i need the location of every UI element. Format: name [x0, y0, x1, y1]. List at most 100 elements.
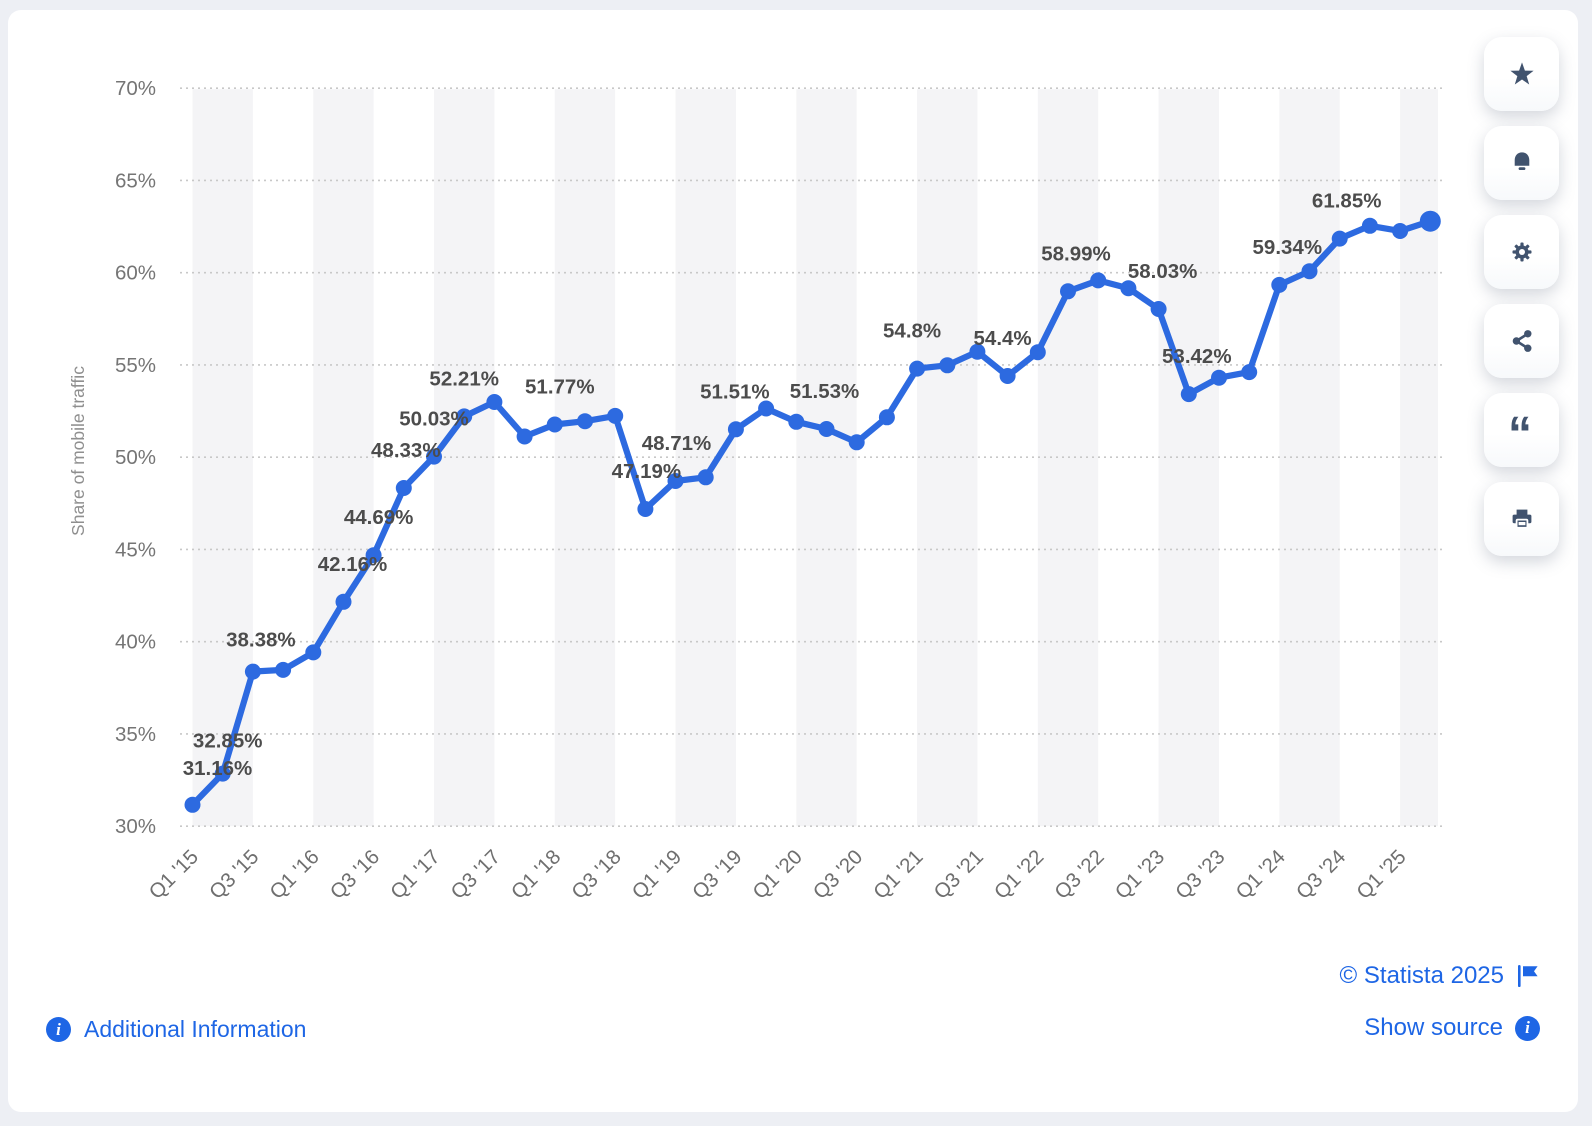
cite-button[interactable]: “ — [1484, 393, 1559, 467]
data-label: 48.33% — [371, 439, 441, 462]
data-label: 58.99% — [1041, 242, 1111, 265]
data-point[interactable] — [546, 416, 563, 433]
data-point[interactable] — [1090, 272, 1107, 289]
data-point[interactable] — [275, 661, 292, 678]
x-tick-label: Q1 '15 — [145, 845, 204, 904]
data-point[interactable] — [305, 644, 322, 661]
x-tick-label: Q3 '21 — [929, 845, 988, 904]
x-tick-label: Q1 '21 — [869, 845, 928, 904]
x-tick-label: Q3 '15 — [205, 845, 264, 904]
data-point[interactable] — [909, 360, 926, 377]
data-point[interactable] — [697, 469, 714, 486]
data-label: 50.03% — [399, 408, 469, 431]
x-tick-label: Q1 '17 — [386, 845, 445, 904]
y-tick-label: 70% — [115, 77, 156, 100]
y-tick-label: 30% — [115, 815, 156, 838]
additional-information-link[interactable]: i Additional Information — [46, 1016, 306, 1043]
data-point[interactable] — [969, 343, 986, 360]
data-point[interactable] — [1241, 364, 1258, 381]
data-point[interactable] — [788, 413, 805, 430]
x-tick-label: Q3 '17 — [446, 845, 505, 904]
data-label: 32.85% — [193, 730, 263, 753]
data-point[interactable] — [516, 428, 533, 445]
data-label: 61.85% — [1312, 190, 1382, 213]
quote-icon: “ — [1508, 414, 1532, 446]
x-tick-label: Q3 '16 — [326, 845, 385, 904]
data-point[interactable] — [426, 448, 442, 465]
data-label: 59.34% — [1253, 236, 1323, 259]
printer-icon — [1512, 509, 1531, 529]
x-tick-label: Q3 '18 — [567, 845, 626, 904]
show-source-link[interactable]: Show source i — [1364, 1014, 1540, 1042]
print-button[interactable] — [1484, 482, 1559, 556]
data-point[interactable] — [1180, 386, 1197, 403]
data-point[interactable] — [758, 400, 775, 417]
data-label: 51.51% — [700, 380, 770, 403]
data-point[interactable] — [1419, 210, 1441, 232]
data-point[interactable] — [1301, 263, 1318, 280]
x-tick-label: Q3 '19 — [688, 845, 747, 904]
data-labels: 31.16% 32.85% 38.38% 42.16% 44.69% 48.33% 50.0… — [183, 190, 1382, 780]
statista-copyright[interactable]: © Statista 2025 — [1340, 962, 1539, 990]
svg-text:“: “ — [1508, 414, 1532, 446]
data-point[interactable] — [184, 796, 201, 813]
data-point[interactable] — [214, 765, 231, 782]
data-point[interactable] — [607, 407, 624, 424]
data-point[interactable] — [1361, 217, 1378, 234]
data-label: 31.16% — [183, 757, 253, 780]
favorite-button[interactable] — [1484, 37, 1559, 111]
data-point[interactable] — [637, 501, 654, 517]
share-button[interactable] — [1484, 304, 1559, 378]
data-point[interactable] — [1211, 369, 1227, 386]
data-label: 42.16% — [318, 553, 388, 576]
data-label: 52.21% — [429, 367, 499, 390]
y-tick-label: 55% — [115, 354, 156, 377]
y-tick-label: 50% — [115, 446, 156, 469]
data-point[interactable] — [727, 421, 744, 438]
y-tick-label: 40% — [115, 631, 156, 654]
x-tick-label: Q1 '20 — [748, 845, 807, 904]
data-point[interactable] — [878, 409, 895, 426]
data-point[interactable] — [1029, 344, 1046, 361]
x-tick-label: Q3 '23 — [1171, 845, 1230, 904]
data-label: 51.53% — [790, 380, 860, 403]
x-tick-label: Q1 '23 — [1111, 845, 1170, 904]
alerts-button[interactable] — [1484, 126, 1559, 200]
x-tick-label: Q1 '19 — [628, 845, 687, 904]
data-point[interactable] — [486, 394, 503, 410]
data-point[interactable] — [577, 413, 593, 430]
y-axis-title: Share of mobile traffic — [68, 366, 88, 536]
info-icon: i — [46, 1017, 71, 1042]
data-point[interactable] — [939, 357, 956, 374]
data-point[interactable] — [1120, 280, 1137, 297]
x-tick-label: Q1 '25 — [1352, 845, 1411, 904]
x-tick-label: Q1 '16 — [265, 845, 324, 904]
show-source-label: Show source — [1364, 1014, 1503, 1041]
settings-button[interactable] — [1484, 215, 1559, 289]
data-point[interactable] — [999, 368, 1016, 384]
data-point[interactable] — [818, 421, 835, 437]
data-label: 58.03% — [1128, 260, 1198, 283]
data-point[interactable] — [1271, 276, 1288, 293]
share-icon — [1512, 330, 1531, 352]
gear-icon — [1512, 242, 1531, 262]
data-point[interactable] — [1392, 223, 1409, 239]
y-tick-label: 35% — [115, 723, 156, 746]
data-label: 54.8% — [883, 320, 941, 343]
star-icon — [1509, 62, 1534, 85]
data-point[interactable] — [848, 434, 865, 451]
data-point[interactable] — [1150, 301, 1167, 317]
data-point[interactable] — [1331, 230, 1348, 247]
data-label: 38.38% — [226, 629, 296, 652]
data-point[interactable] — [395, 480, 412, 496]
data-point[interactable] — [244, 663, 261, 680]
data-point[interactable] — [365, 547, 382, 564]
copyright-label: © Statista 2025 — [1339, 962, 1504, 989]
data-point[interactable] — [1060, 283, 1076, 300]
data-point[interactable] — [667, 473, 684, 489]
data-point[interactable] — [456, 408, 473, 425]
y-tick-label: 45% — [115, 538, 156, 561]
data-point[interactable] — [335, 593, 352, 610]
data-label: 54.4% — [974, 327, 1032, 350]
